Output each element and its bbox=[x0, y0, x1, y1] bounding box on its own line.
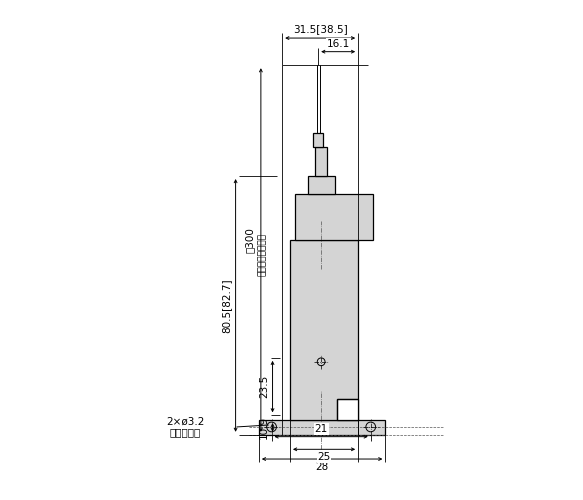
Text: （取付用）: （取付用） bbox=[170, 427, 201, 437]
Text: 10.9: 10.9 bbox=[259, 416, 269, 439]
Text: 28: 28 bbox=[315, 462, 329, 472]
Text: 31.5[38.5]: 31.5[38.5] bbox=[293, 24, 347, 34]
Bar bbox=[295, 194, 373, 240]
Text: 80.5[82.7]: 80.5[82.7] bbox=[221, 278, 231, 332]
Bar bbox=[315, 147, 327, 176]
Text: 21: 21 bbox=[314, 424, 328, 434]
Text: 16.1: 16.1 bbox=[326, 39, 350, 49]
Bar bbox=[308, 176, 335, 194]
Text: 25: 25 bbox=[318, 452, 331, 462]
Text: 2×ø3.2: 2×ø3.2 bbox=[166, 417, 204, 427]
Text: 23.5: 23.5 bbox=[259, 375, 269, 398]
Bar bbox=[314, 134, 323, 147]
Bar bbox=[259, 420, 385, 434]
Text: 約300: 約300 bbox=[244, 228, 254, 253]
Text: （リード線長さ）: （リード線長さ） bbox=[258, 234, 268, 276]
Bar bbox=[290, 240, 358, 420]
Bar bbox=[337, 399, 358, 420]
